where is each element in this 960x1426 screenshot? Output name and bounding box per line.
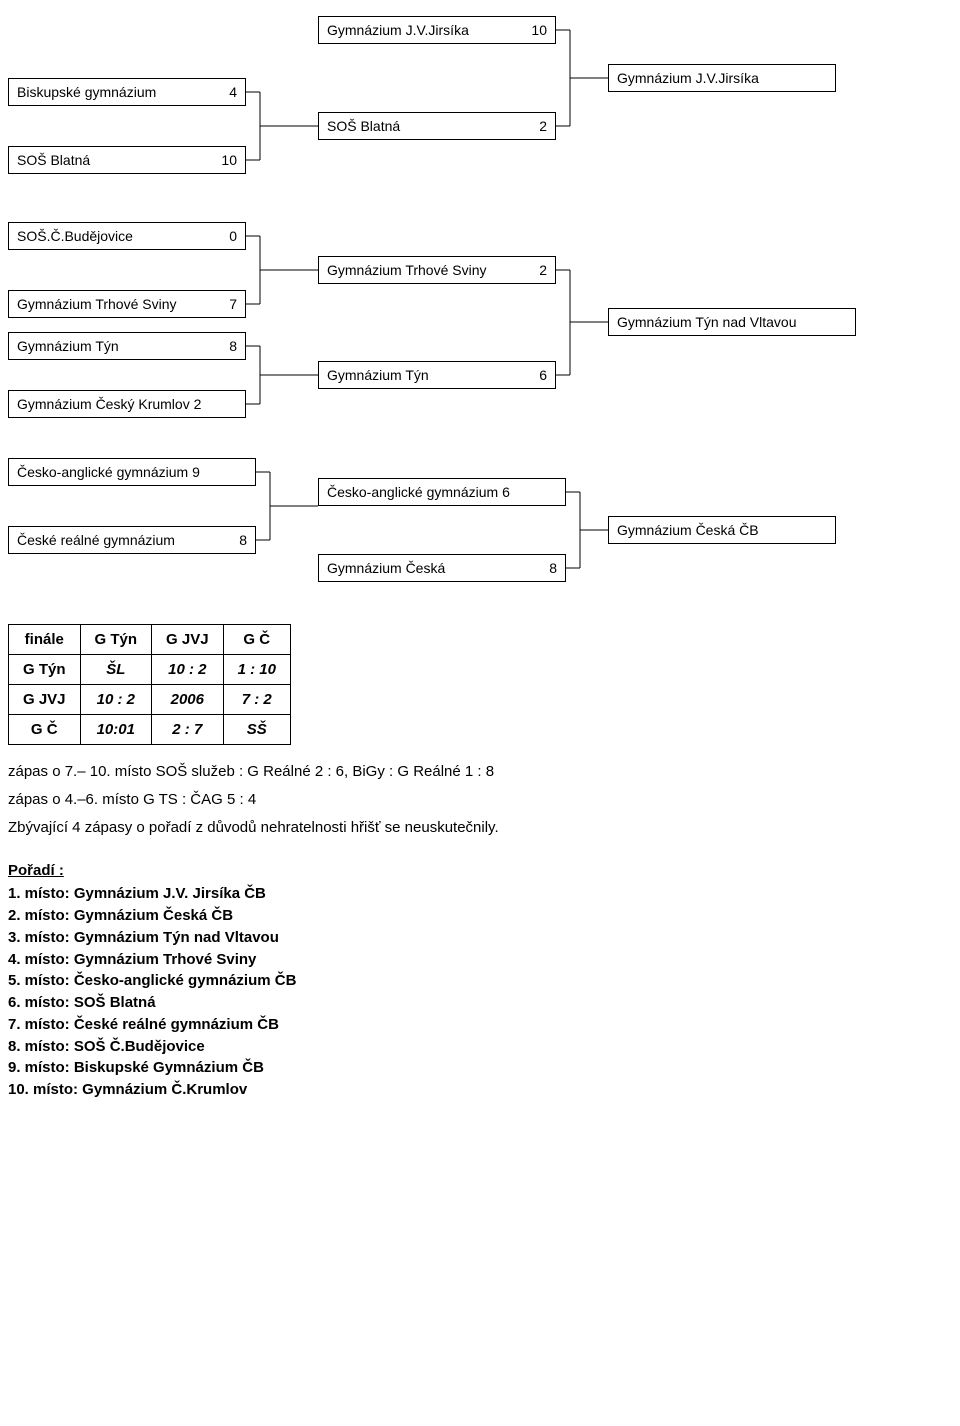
finale-cell: 10:01 — [80, 715, 152, 745]
finale-cell: 2006 — [152, 685, 224, 715]
b1-a2-score: 10 — [221, 152, 237, 168]
b2-a2-score: 7 — [229, 296, 237, 312]
notes-line-3: Zbývající 4 zápasy o pořadí z důvodů neh… — [8, 817, 960, 839]
finale-header-0: finále — [9, 625, 81, 655]
finale-header-1: G Týn — [80, 625, 152, 655]
b2-a2-label: Gymnázium Trhové Sviny — [17, 296, 221, 312]
standings-item: 9. místo: Biskupské Gymnázium ČB — [8, 1057, 960, 1079]
standings-item: 8. místo: SOŠ Č.Budějovice — [8, 1036, 960, 1058]
b2-b2-label: Gymnázium Týn — [327, 367, 531, 383]
b2-c: Gymnázium Týn nad Vltavou — [608, 308, 856, 336]
finale-cell: 2 : 7 — [152, 715, 224, 745]
b1-a2: SOŠ Blatná 10 — [8, 146, 246, 174]
b3-c-label: Gymnázium Česká ČB — [617, 522, 827, 538]
standings-item: 10. místo: Gymnázium Č.Krumlov — [8, 1079, 960, 1101]
finale-row: G JVJ10 : 220067 : 2 — [9, 685, 291, 715]
b2-a3-score: 8 — [229, 338, 237, 354]
b2-a3-label: Gymnázium Týn — [17, 338, 221, 354]
finale-cell: 1 : 10 — [223, 655, 290, 685]
b2-a1: SOŠ.Č.Budějovice 0 — [8, 222, 246, 250]
b1-a1-label: Biskupské gymnázium — [17, 84, 221, 100]
b1-b2-score: 2 — [539, 118, 547, 134]
b3-b2-score: 8 — [549, 560, 557, 576]
b2-b1-score: 2 — [539, 262, 547, 278]
finale-cell: G Týn — [9, 655, 81, 685]
bracket-group-3: Česko-anglické gymnázium 9 České reálné g… — [8, 458, 960, 588]
standings-item: 4. místo: Gymnázium Trhové Sviny — [8, 949, 960, 971]
b1-b1: Gymnázium J.V.Jirsíka 10 — [318, 16, 556, 44]
notes-line-1: zápas o 7.– 10. místo SOŠ služeb : G Reá… — [8, 761, 960, 783]
notes-line-2: zápas o 4.–6. místo G TS : ČAG 5 : 4 — [8, 789, 960, 811]
finale-cell: 10 : 2 — [80, 685, 152, 715]
standings-heading: Pořadí : — [8, 862, 960, 879]
standings-item: 5. místo: Česko-anglické gymnázium ČB — [8, 970, 960, 992]
b2-a3: Gymnázium Týn 8 — [8, 332, 246, 360]
finale-cell: SŠ — [223, 715, 290, 745]
bracket-group-1: Biskupské gymnázium4SOŠ Blatná10Gymnáziu… — [8, 16, 960, 186]
finale-cell: G Č — [9, 715, 81, 745]
b2-b1-label: Gymnázium Trhové Sviny — [327, 262, 531, 278]
b2-a1-score: 0 — [229, 228, 237, 244]
standings-item: 6. místo: SOŠ Blatná — [8, 992, 960, 1014]
finale-row: G Č10:012 : 7SŠ — [9, 715, 291, 745]
b3-b2-label: Gymnázium Česká — [327, 560, 541, 576]
b1-a1: Biskupské gymnázium 4 — [8, 78, 246, 106]
b3-a2-score: 8 — [239, 532, 247, 548]
standings-item: 7. místo: České reálné gymnázium ČB — [8, 1014, 960, 1036]
b2-a4: Gymnázium Český Krumlov 2 — [8, 390, 246, 418]
standings-list: 1. místo: Gymnázium J.V. Jirsíka ČB2. mí… — [8, 883, 960, 1101]
finale-cell: ŠL — [80, 655, 152, 685]
finale-table: fináleG TýnG JVJG Č G TýnŠL10 : 21 : 10G… — [8, 624, 291, 745]
b2-b1: Gymnázium Trhové Sviny 2 — [318, 256, 556, 284]
b3-a1-label: Česko-anglické gymnázium 9 — [17, 464, 247, 480]
b1-a2-label: SOŠ Blatná — [17, 152, 213, 168]
b1-c-label: Gymnázium J.V.Jirsíka — [617, 70, 827, 86]
finale-row: G TýnŠL10 : 21 : 10 — [9, 655, 291, 685]
b1-b2-label: SOŠ Blatná — [327, 118, 531, 134]
b3-a2-label: České reálné gymnázium — [17, 532, 231, 548]
b3-a1: Česko-anglické gymnázium 9 — [8, 458, 256, 486]
standings-item: 1. místo: Gymnázium J.V. Jirsíka ČB — [8, 883, 960, 905]
b2-a2: Gymnázium Trhové Sviny 7 — [8, 290, 246, 318]
b3-a2: České reálné gymnázium 8 — [8, 526, 256, 554]
finale-cell: 7 : 2 — [223, 685, 290, 715]
b3-c: Gymnázium Česká ČB — [608, 516, 836, 544]
b2-c-label: Gymnázium Týn nad Vltavou — [617, 314, 847, 330]
b1-b2: SOŠ Blatná 2 — [318, 112, 556, 140]
bracket-group-2: SOŠ.Č.Budějovice 0 Gymnázium Trhové Sviny 7… — [8, 222, 960, 422]
b2-b2: Gymnázium Týn 6 — [318, 361, 556, 389]
b1-a1-score: 4 — [229, 84, 237, 100]
b3-b2: Gymnázium Česká 8 — [318, 554, 566, 582]
b1-b1-score: 10 — [531, 22, 547, 38]
standings-item: 3. místo: Gymnázium Týn nad Vltavou — [8, 927, 960, 949]
finale-header-3: G Č — [223, 625, 290, 655]
b2-b2-score: 6 — [539, 367, 547, 383]
b3-b1: Česko-anglické gymnázium 6 — [318, 478, 566, 506]
standings-item: 2. místo: Gymnázium Česká ČB — [8, 905, 960, 927]
finale-header-2: G JVJ — [152, 625, 224, 655]
finale-cell: 10 : 2 — [152, 655, 224, 685]
finale-cell: G JVJ — [9, 685, 81, 715]
b1-b1-label: Gymnázium J.V.Jirsíka — [327, 22, 523, 38]
b2-a1-label: SOŠ.Č.Budějovice — [17, 228, 221, 244]
b2-a4-label: Gymnázium Český Krumlov 2 — [17, 396, 237, 412]
b1-c: Gymnázium J.V.Jirsíka — [608, 64, 836, 92]
b3-b1-label: Česko-anglické gymnázium 6 — [327, 484, 557, 500]
